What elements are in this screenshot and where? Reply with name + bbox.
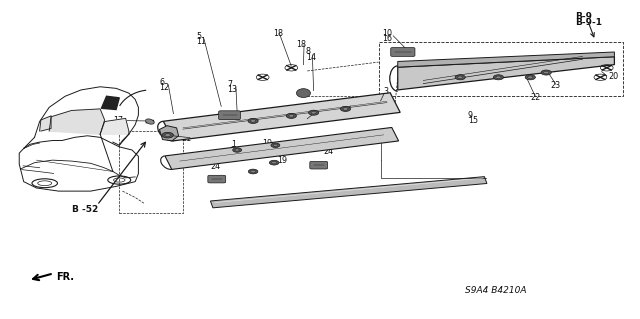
Circle shape bbox=[340, 106, 351, 111]
Polygon shape bbox=[101, 96, 119, 109]
Text: B -52: B -52 bbox=[72, 205, 99, 214]
Text: 3: 3 bbox=[384, 87, 388, 96]
FancyBboxPatch shape bbox=[219, 111, 241, 120]
Text: B-9-1: B-9-1 bbox=[575, 18, 602, 27]
Polygon shape bbox=[100, 118, 129, 134]
Polygon shape bbox=[49, 109, 104, 134]
Circle shape bbox=[248, 118, 258, 123]
Text: 11: 11 bbox=[196, 37, 206, 46]
FancyBboxPatch shape bbox=[208, 175, 226, 183]
Text: 19: 19 bbox=[276, 156, 287, 165]
Circle shape bbox=[273, 144, 278, 146]
Polygon shape bbox=[40, 116, 51, 131]
Circle shape bbox=[528, 76, 533, 78]
Circle shape bbox=[286, 113, 296, 118]
Circle shape bbox=[165, 134, 171, 137]
Polygon shape bbox=[163, 93, 400, 141]
Text: 24: 24 bbox=[211, 162, 221, 171]
FancyBboxPatch shape bbox=[310, 161, 328, 169]
Text: 7: 7 bbox=[228, 80, 233, 89]
Ellipse shape bbox=[296, 89, 310, 98]
Text: 23: 23 bbox=[351, 102, 361, 112]
Text: 10: 10 bbox=[383, 28, 392, 38]
Polygon shape bbox=[397, 57, 614, 90]
Circle shape bbox=[496, 76, 501, 78]
Text: 9: 9 bbox=[468, 111, 473, 120]
Text: 22: 22 bbox=[531, 93, 541, 102]
Polygon shape bbox=[211, 177, 487, 208]
Text: 1: 1 bbox=[231, 140, 236, 149]
Circle shape bbox=[271, 143, 280, 147]
Text: 16: 16 bbox=[383, 34, 392, 43]
Text: 4: 4 bbox=[384, 93, 388, 102]
Circle shape bbox=[343, 108, 348, 110]
Circle shape bbox=[162, 132, 173, 138]
Text: B-9: B-9 bbox=[575, 11, 592, 20]
Polygon shape bbox=[165, 128, 399, 169]
Circle shape bbox=[311, 111, 316, 114]
Circle shape bbox=[308, 110, 319, 115]
Ellipse shape bbox=[145, 119, 154, 124]
Polygon shape bbox=[159, 126, 179, 141]
Circle shape bbox=[272, 161, 276, 164]
Circle shape bbox=[458, 76, 463, 78]
Text: 12: 12 bbox=[159, 83, 170, 92]
Text: 2: 2 bbox=[231, 145, 236, 154]
Circle shape bbox=[543, 71, 548, 74]
Text: 20: 20 bbox=[609, 72, 619, 81]
Circle shape bbox=[251, 170, 255, 173]
Circle shape bbox=[455, 75, 465, 80]
FancyBboxPatch shape bbox=[391, 48, 415, 56]
Text: 6: 6 bbox=[159, 78, 164, 86]
Text: 21: 21 bbox=[181, 134, 191, 143]
Circle shape bbox=[493, 75, 504, 80]
Text: FR.: FR. bbox=[56, 272, 74, 282]
Text: 14: 14 bbox=[306, 53, 316, 62]
Text: S9A4 B4210A: S9A4 B4210A bbox=[465, 286, 527, 295]
Polygon shape bbox=[397, 52, 614, 67]
Text: 8: 8 bbox=[306, 48, 311, 56]
Text: 24: 24 bbox=[323, 147, 333, 156]
Circle shape bbox=[541, 70, 551, 75]
Circle shape bbox=[233, 148, 242, 152]
Text: 15: 15 bbox=[468, 116, 478, 125]
Text: 18: 18 bbox=[296, 40, 307, 49]
Text: 22: 22 bbox=[300, 115, 310, 124]
Circle shape bbox=[248, 169, 258, 174]
Circle shape bbox=[269, 160, 279, 165]
Circle shape bbox=[250, 120, 255, 122]
Text: 18: 18 bbox=[273, 28, 283, 38]
Text: 23: 23 bbox=[550, 81, 561, 90]
Text: 13: 13 bbox=[228, 85, 237, 94]
Circle shape bbox=[525, 75, 536, 80]
Text: 17: 17 bbox=[114, 116, 124, 125]
Text: 5: 5 bbox=[196, 32, 202, 41]
Circle shape bbox=[289, 115, 294, 117]
Circle shape bbox=[235, 149, 239, 151]
Text: 19: 19 bbox=[262, 138, 273, 148]
